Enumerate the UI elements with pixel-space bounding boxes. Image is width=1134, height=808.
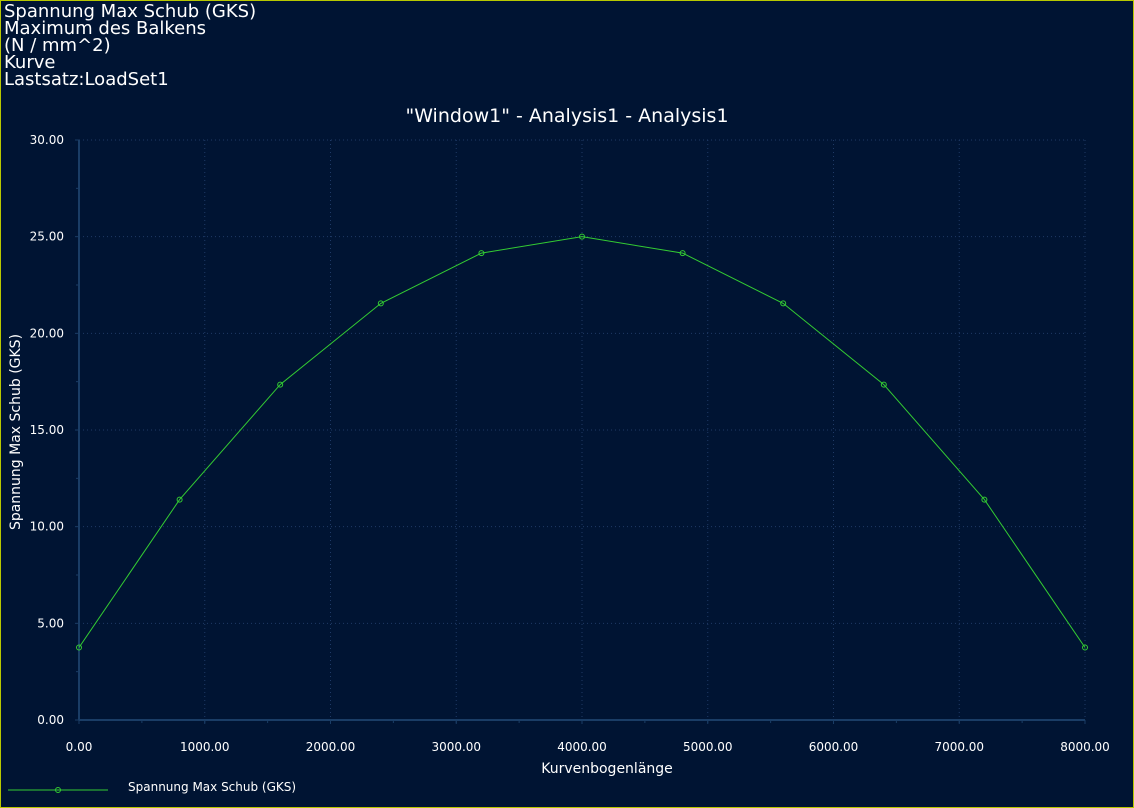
data-point <box>176 496 183 503</box>
axes <box>75 139 1086 724</box>
y-tick-label: 0.00 <box>37 713 64 727</box>
legend: Spannung Max Schub (GKS) <box>8 780 296 794</box>
data-point <box>679 250 686 257</box>
x-tick-label: 7000.00 <box>934 740 984 754</box>
legend-marker <box>55 787 61 793</box>
result-header: Spannung Max Schub (GKS) Maximum des Bal… <box>4 1 257 90</box>
series-layer <box>76 233 1088 651</box>
data-point <box>478 250 485 257</box>
tick-labels: 0.00 1000.00 2000.00 3000.00 4000.00 5000.00 6… <box>30 133 1110 754</box>
x-tick-label: 3000.00 <box>431 740 481 754</box>
series-line <box>78 236 1086 648</box>
y-axis-label: Spannung Max Schub (GKS) <box>8 334 24 530</box>
chart-title: "Window1" - Analysis1 - Analysis1 <box>405 105 729 127</box>
data-point <box>1082 644 1088 651</box>
y-tick-label: 10.00 <box>30 520 64 534</box>
data-point <box>277 381 284 388</box>
y-tick-label: 30.00 <box>30 133 64 147</box>
data-point <box>981 496 988 503</box>
y-tick-label: 15.00 <box>30 423 64 437</box>
header-line-loadset: Lastsatz:LoadSet1 <box>4 69 169 90</box>
x-tick-label: 6000.00 <box>809 740 859 754</box>
header-line-type: Kurve <box>4 52 56 73</box>
x-tick-label: 4000.00 <box>557 740 607 754</box>
header-line-component: Maximum des Balkens <box>4 18 207 39</box>
data-point <box>880 381 887 388</box>
x-tick-label: 8000.00 <box>1060 740 1110 754</box>
x-axis-label: Kurvenbogenlänge <box>541 761 673 777</box>
header-line-units: (N / mm^2) <box>4 35 111 56</box>
x-tick-label: 1000.00 <box>180 740 230 754</box>
header-line-quantity: Spannung Max Schub (GKS) <box>4 1 257 22</box>
y-tick-label: 5.00 <box>37 616 64 630</box>
legend-label: Spannung Max Schub (GKS) <box>128 780 296 794</box>
x-tick-label: 5000.00 <box>683 740 733 754</box>
data-point <box>377 300 384 307</box>
y-tick-label: 25.00 <box>30 230 64 244</box>
x-tick-label: 2000.00 <box>306 740 356 754</box>
data-point <box>780 300 787 307</box>
data-point <box>76 644 82 651</box>
y-tick-label: 20.00 <box>30 326 64 340</box>
grid <box>79 139 1086 720</box>
x-tick-label: 0.00 <box>66 740 93 754</box>
data-point <box>579 233 585 240</box>
